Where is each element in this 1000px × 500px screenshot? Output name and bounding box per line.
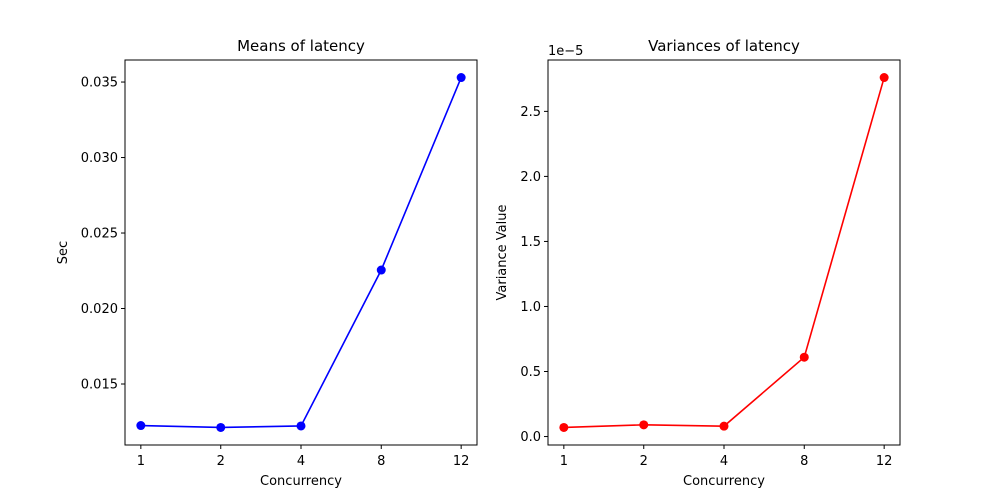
y-tick-label: 0.035: [81, 76, 118, 91]
data-point: [216, 422, 226, 432]
x-axis-label: Concurrency: [260, 474, 342, 489]
x-tick-label: 4: [297, 454, 305, 469]
y-tick-label: 0.015: [81, 378, 118, 393]
y-tick-label: 1.5: [520, 235, 541, 250]
series-line: [563, 77, 885, 429]
x-tick-label: 4: [720, 454, 728, 469]
x-tick-label: 8: [800, 454, 808, 469]
y-tick-label: 0.5: [520, 365, 541, 380]
data-point: [879, 73, 889, 83]
data-point: [639, 420, 649, 430]
data-point: [799, 352, 809, 362]
y-tick-label: 0.0: [520, 430, 541, 445]
y-tick-label: 2.0: [520, 170, 541, 185]
axes-frame: [124, 59, 478, 446]
data-point: [136, 421, 146, 431]
axes-frame: [547, 59, 901, 446]
data-point: [719, 421, 729, 431]
chart-title: Means of latency: [237, 37, 365, 55]
x-tick-label: 1: [137, 454, 145, 469]
series-line: [140, 77, 462, 429]
x-tick-label: 12: [876, 454, 893, 469]
x-tick-label: 12: [453, 454, 470, 469]
y-tick-label: 0.025: [81, 227, 118, 242]
data-point: [559, 422, 569, 432]
data-point: [456, 73, 466, 83]
y-offset-label: 1e−5: [548, 44, 583, 59]
y-axis-label: Sec: [56, 241, 71, 264]
data-point: [296, 421, 306, 431]
x-tick-label: 2: [640, 454, 648, 469]
x-tick-label: 2: [217, 454, 225, 469]
x-tick-label: 1: [560, 454, 568, 469]
y-axis-label: Variance Value: [495, 205, 510, 301]
chart-title: Variances of latency: [648, 37, 800, 55]
x-tick-label: 8: [377, 454, 385, 469]
data-point: [376, 265, 386, 275]
y-tick-label: 0.020: [81, 302, 118, 317]
y-tick-label: 2.5: [520, 105, 541, 120]
x-axis-label: Concurrency: [683, 474, 765, 489]
y-tick-label: 1.0: [520, 300, 541, 315]
y-tick-label: 0.030: [81, 151, 118, 166]
